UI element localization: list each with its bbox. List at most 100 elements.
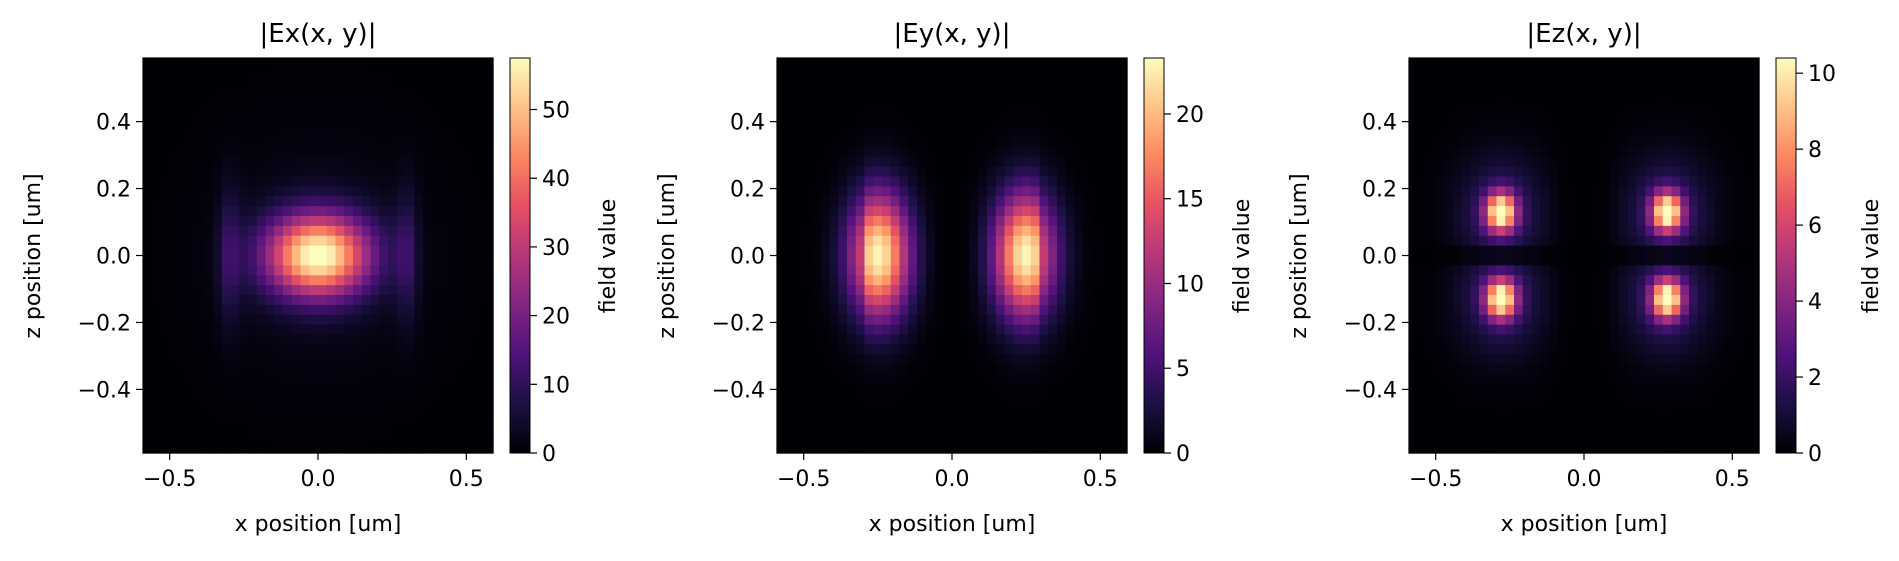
heatmap-cell [1697,304,1708,316]
heatmap-cell [370,176,380,187]
heatmap-cell [1048,186,1058,197]
heatmap-cell [1417,58,1428,69]
heatmap-cell [882,314,892,326]
heatmap-cell [335,146,345,158]
heatmap-cell [1697,265,1708,276]
heatmap-cell [1557,275,1568,286]
heatmap-cell [326,87,337,99]
heatmap-cell [396,334,407,345]
heatmap-cell [388,146,398,158]
heatmap-cell [1514,107,1524,118]
heatmap-cell [1444,137,1454,148]
heatmap-cell [1531,304,1541,316]
heatmap-cell [1645,344,1655,355]
heatmap-cell [1048,216,1058,227]
heatmap-cell [1724,443,1734,454]
heatmap-cell [291,235,302,247]
heatmap-cell [1584,403,1594,415]
heatmap-cell [925,255,936,266]
heatmap-cell [855,344,866,355]
heatmap-cell [908,97,918,108]
heatmap-cell [1645,433,1655,444]
heatmap-cell [1092,393,1102,405]
heatmap-cell [960,285,971,296]
heatmap-cell [908,383,918,395]
heatmap-cell [1654,393,1664,405]
heatmap-cell [1479,334,1489,345]
heatmap-cell [1426,443,1436,454]
heatmap-cell [1592,67,1603,79]
heatmap-cell [777,255,787,266]
heatmap-cell [899,166,909,178]
heatmap-cell [1444,127,1454,138]
heatmap-cell [274,383,284,395]
heatmap-cell [1549,324,1559,336]
heatmap-cell [1732,196,1743,207]
heatmap-cell [326,374,337,385]
heatmap-cell [1610,67,1620,79]
heatmap-cell [283,265,293,276]
heatmap-cell [309,354,319,365]
heatmap-cell [934,393,944,405]
heatmap-cell [1636,216,1646,227]
heatmap-cell [1566,117,1576,128]
heatmap-cell [160,304,170,316]
heatmap-cell [978,67,988,79]
heatmap-cell [1636,295,1646,306]
heatmap-cell [1083,265,1093,276]
heatmap-cell [1452,364,1463,375]
heatmap-cell [186,166,197,178]
heatmap-cell [1074,403,1084,415]
heatmap-cell [1549,176,1559,187]
heatmap-cell [431,206,442,217]
heatmap-cell [195,216,205,227]
heatmap-cell [1610,196,1620,207]
heatmap-cell [458,255,468,266]
heatmap-cell [1100,255,1111,266]
heatmap-cell [1417,107,1428,118]
heatmap-cell [1671,87,1681,99]
heatmap-cell [987,77,997,89]
heatmap-cell [785,87,796,99]
heatmap-cell [160,216,170,227]
heatmap-cell [829,58,839,69]
heatmap-cell [396,354,407,365]
heatmap-cell [1680,206,1690,217]
heatmap-cell [370,443,380,454]
heatmap-cell [882,146,892,158]
heatmap-cell [1697,206,1708,217]
heatmap-cell [873,443,883,454]
heatmap-cell [1426,67,1436,79]
heatmap-cell [969,87,979,99]
heatmap-cell [143,314,153,326]
heatmap-cell [309,186,319,197]
heatmap-cell [1522,166,1533,178]
heatmap-cell [151,304,162,316]
heatmap-cell [178,206,188,217]
heatmap-cell [1662,206,1673,217]
heatmap-cell [908,186,918,197]
heatmap-cell [466,225,477,237]
heatmap-cell [1444,265,1454,276]
heatmap-cell [864,265,874,276]
heatmap-cell [838,206,848,217]
heatmap-cell [847,383,857,395]
heatmap-cell [195,314,205,326]
heatmap-cell [466,304,477,316]
heatmap-cell [1636,344,1646,355]
heatmap-cell [1575,383,1585,395]
heatmap-cell [1584,77,1594,89]
heatmap-cell [283,137,293,148]
heatmap-cell [1100,58,1111,69]
heatmap-cell [431,196,442,207]
heatmap-cell [300,443,310,454]
heatmap-cell [1566,403,1576,415]
heatmap-cell [388,314,398,326]
heatmap-cell [449,156,459,168]
heatmap-cell [952,87,962,99]
heatmap-cell [917,433,927,444]
heatmap-cell [335,176,345,187]
heatmap-cell [794,176,804,187]
heatmap-cell [265,206,275,217]
heatmap-cell [1013,423,1023,434]
